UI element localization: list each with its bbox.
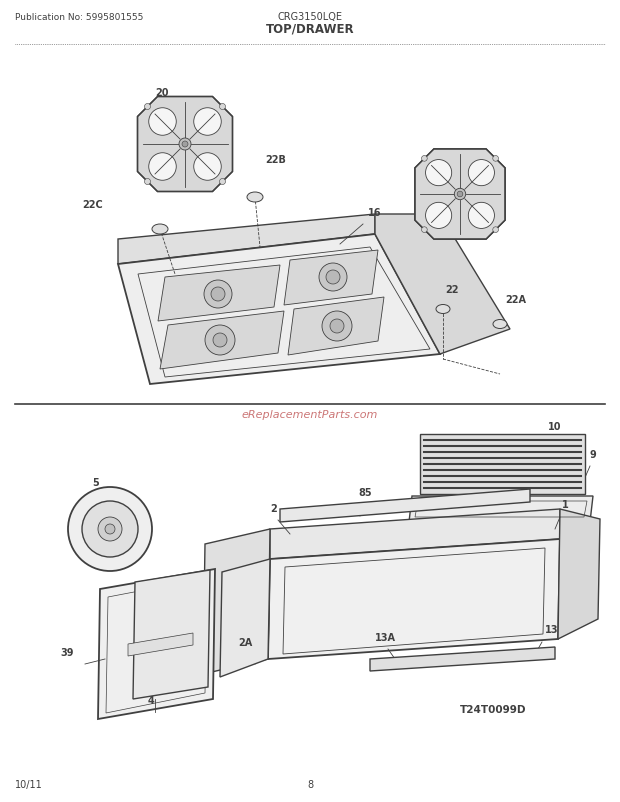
- Polygon shape: [558, 509, 600, 639]
- Circle shape: [204, 281, 232, 309]
- Polygon shape: [288, 298, 384, 355]
- Circle shape: [144, 104, 151, 111]
- Circle shape: [454, 189, 466, 200]
- Circle shape: [213, 334, 227, 347]
- Circle shape: [319, 264, 347, 292]
- Polygon shape: [415, 150, 505, 240]
- Ellipse shape: [149, 108, 176, 136]
- Text: CRG3150LQE: CRG3150LQE: [278, 12, 342, 22]
- Ellipse shape: [247, 192, 263, 203]
- Text: T24T0099D: T24T0099D: [460, 704, 526, 714]
- Circle shape: [422, 228, 427, 233]
- Circle shape: [326, 270, 340, 285]
- Circle shape: [211, 288, 225, 302]
- Ellipse shape: [152, 225, 168, 235]
- Circle shape: [330, 320, 344, 334]
- Text: 20: 20: [450, 158, 464, 168]
- Text: 85: 85: [358, 488, 371, 497]
- Text: 5: 5: [92, 477, 99, 488]
- Text: 1: 1: [562, 500, 569, 509]
- Circle shape: [205, 326, 235, 355]
- Polygon shape: [420, 435, 585, 494]
- Ellipse shape: [468, 160, 494, 186]
- Text: 13: 13: [545, 624, 559, 634]
- Polygon shape: [409, 496, 593, 522]
- Text: 22C: 22C: [82, 200, 103, 210]
- Circle shape: [98, 517, 122, 541]
- Text: eReplacementParts.com: eReplacementParts.com: [242, 410, 378, 419]
- Circle shape: [144, 180, 151, 185]
- Circle shape: [82, 501, 138, 557]
- Polygon shape: [128, 634, 193, 656]
- Polygon shape: [118, 215, 375, 265]
- Circle shape: [105, 525, 115, 534]
- Ellipse shape: [493, 320, 507, 329]
- Text: 22B: 22B: [265, 155, 286, 164]
- Text: 16: 16: [368, 208, 381, 217]
- Polygon shape: [370, 647, 555, 671]
- Polygon shape: [133, 570, 210, 699]
- Circle shape: [219, 104, 226, 111]
- Text: 22: 22: [445, 285, 459, 294]
- Text: 22A: 22A: [505, 294, 526, 305]
- Text: 13A: 13A: [375, 632, 396, 642]
- Polygon shape: [160, 312, 284, 370]
- Polygon shape: [284, 251, 378, 306]
- Circle shape: [179, 139, 191, 151]
- Polygon shape: [268, 539, 560, 659]
- Text: 2A: 2A: [238, 638, 252, 647]
- Ellipse shape: [436, 305, 450, 314]
- Circle shape: [322, 312, 352, 342]
- Circle shape: [493, 156, 498, 162]
- Text: 10/11: 10/11: [15, 779, 43, 789]
- Circle shape: [219, 180, 226, 185]
- Ellipse shape: [149, 153, 176, 181]
- Ellipse shape: [193, 108, 221, 136]
- Text: Publication No: 5995801555: Publication No: 5995801555: [15, 13, 143, 22]
- Polygon shape: [220, 559, 270, 677]
- Text: 20: 20: [155, 88, 169, 98]
- Polygon shape: [98, 569, 215, 719]
- Text: 4: 4: [148, 695, 155, 705]
- Polygon shape: [138, 97, 232, 192]
- Text: 8: 8: [307, 779, 313, 789]
- Polygon shape: [375, 215, 510, 354]
- Circle shape: [457, 192, 463, 197]
- Text: TOP/DRAWER: TOP/DRAWER: [266, 22, 354, 35]
- Circle shape: [422, 156, 427, 162]
- Polygon shape: [158, 265, 280, 322]
- Ellipse shape: [193, 153, 221, 181]
- Polygon shape: [280, 489, 530, 522]
- Circle shape: [182, 142, 188, 148]
- Circle shape: [68, 488, 152, 571]
- Polygon shape: [118, 235, 440, 384]
- Polygon shape: [203, 529, 270, 674]
- Ellipse shape: [425, 160, 452, 186]
- Text: 9: 9: [590, 449, 596, 460]
- Text: 2: 2: [270, 504, 277, 513]
- Polygon shape: [270, 509, 560, 559]
- Ellipse shape: [468, 203, 494, 229]
- Text: 10: 10: [548, 422, 562, 431]
- Ellipse shape: [425, 203, 452, 229]
- Text: 39: 39: [60, 647, 74, 657]
- Circle shape: [493, 228, 498, 233]
